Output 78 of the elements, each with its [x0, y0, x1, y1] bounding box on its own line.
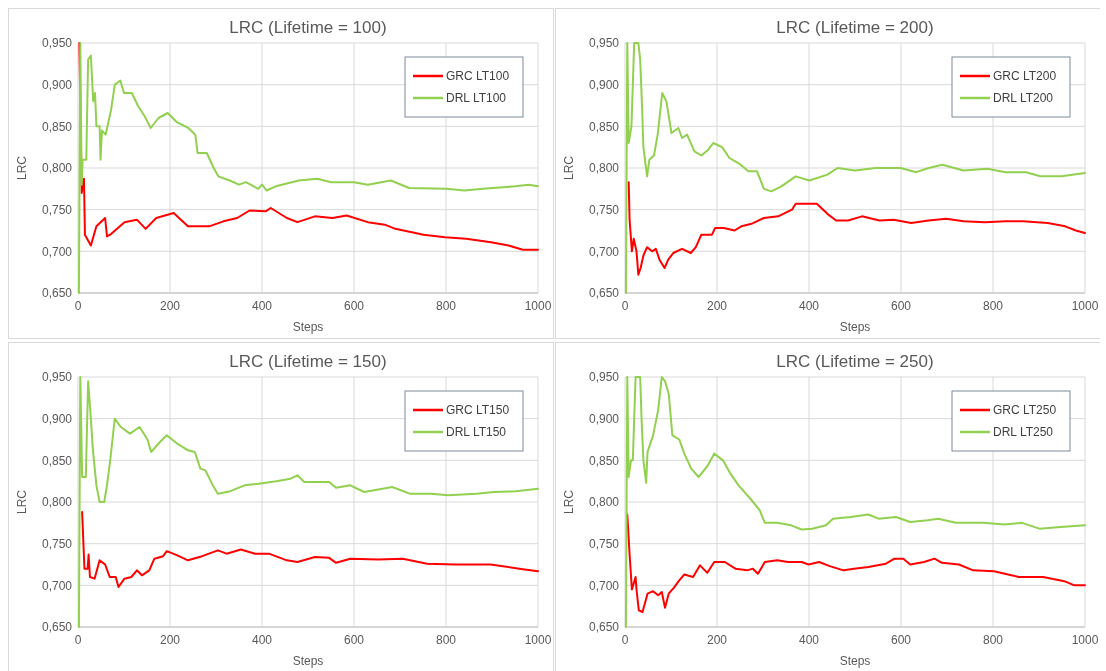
legend-label: GRC LT200 — [993, 69, 1057, 84]
chart-title: LRC (Lifetime = 150) — [229, 352, 387, 371]
y-tick-label: 0,650 — [588, 286, 620, 301]
legend-label: GRC LT100 — [446, 69, 510, 84]
y-tick-label: 0,850 — [588, 119, 620, 134]
y-tick-label: 0,750 — [588, 202, 620, 217]
legend-label: DRL LT250 — [993, 425, 1054, 440]
y-tick-label: 0,650 — [41, 286, 73, 301]
y-tick-label: 0,950 — [41, 370, 73, 385]
y-tick-label: 0,850 — [41, 453, 73, 468]
x-tick-label: 400 — [251, 633, 273, 647]
y-tick-label: 0,800 — [41, 161, 73, 176]
x-tick-label: 400 — [798, 299, 820, 313]
x-axis-title: Steps — [839, 654, 871, 668]
y-tick-label: 0,900 — [588, 77, 620, 92]
x-tick-label: 800 — [982, 299, 1004, 313]
y-tick-label: 0,650 — [41, 620, 73, 635]
x-tick-label: 0 — [621, 633, 629, 647]
x-tick-label: 1000 — [1071, 633, 1099, 647]
y-tick-label: 0,750 — [588, 536, 620, 551]
x-tick-label: 0 — [621, 299, 629, 313]
chart-title: LRC (Lifetime = 100) — [229, 18, 387, 37]
y-axis-title: LRC — [15, 489, 29, 515]
chart-title: LRC (Lifetime = 250) — [776, 352, 934, 371]
y-tick-label: 0,800 — [588, 495, 620, 510]
x-tick-label: 200 — [706, 299, 728, 313]
legend-label: GRC LT250 — [993, 403, 1057, 418]
y-axis-title: LRC — [562, 155, 576, 181]
y-tick-label: 0,800 — [588, 161, 620, 176]
line-series — [77, 42, 539, 294]
x-tick-label: 1000 — [524, 299, 552, 313]
x-tick-label: 200 — [706, 633, 728, 647]
y-tick-label: 0,900 — [41, 77, 73, 92]
line-series — [624, 376, 1086, 628]
y-tick-label: 0,700 — [41, 578, 73, 593]
legend-label: DRL LT150 — [446, 425, 507, 440]
y-tick-label: 0,800 — [41, 495, 73, 510]
y-tick-label: 0,700 — [41, 244, 73, 259]
x-tick-label: 400 — [798, 633, 820, 647]
y-tick-label: 0,950 — [41, 36, 73, 51]
x-tick-label: 800 — [435, 299, 457, 313]
y-tick-label: 0,850 — [588, 453, 620, 468]
y-tick-label: 0,650 — [588, 620, 620, 635]
x-tick-label: 600 — [890, 633, 912, 647]
line-series — [624, 42, 1086, 294]
x-tick-label: 600 — [343, 299, 365, 313]
y-tick-label: 0,950 — [588, 36, 620, 51]
y-tick-label: 0,750 — [41, 202, 73, 217]
x-tick-label: 400 — [251, 299, 273, 313]
x-tick-label: 1000 — [524, 633, 552, 647]
x-tick-label: 0 — [74, 299, 82, 313]
x-tick-label: 200 — [159, 633, 181, 647]
y-tick-label: 0,900 — [41, 411, 73, 426]
x-axis-title: Steps — [292, 320, 324, 334]
y-tick-label: 0,700 — [588, 244, 620, 259]
legend-label: DRL LT200 — [993, 91, 1054, 106]
x-tick-label: 200 — [159, 299, 181, 313]
y-tick-label: 0,700 — [588, 578, 620, 593]
y-axis-title: LRC — [15, 155, 29, 181]
y-tick-label: 0,950 — [588, 370, 620, 385]
line-series — [81, 511, 539, 588]
line-series — [627, 181, 1086, 276]
legend-label: GRC LT150 — [446, 403, 510, 418]
chart-title: LRC (Lifetime = 200) — [776, 18, 934, 37]
x-axis-title: Steps — [839, 320, 871, 334]
y-tick-label: 0,750 — [41, 536, 73, 551]
y-axis-title: LRC — [562, 489, 576, 515]
x-axis-title: Steps — [292, 654, 324, 668]
x-tick-label: 600 — [890, 299, 912, 313]
x-tick-label: 0 — [74, 633, 82, 647]
y-tick-label: 0,900 — [588, 411, 620, 426]
x-tick-label: 800 — [982, 633, 1004, 647]
legend-label: DRL LT100 — [446, 91, 507, 106]
x-tick-label: 600 — [343, 633, 365, 647]
x-tick-label: 800 — [435, 633, 457, 647]
y-tick-label: 0,850 — [41, 119, 73, 134]
line-series — [77, 376, 539, 628]
x-tick-label: 1000 — [1071, 299, 1099, 313]
